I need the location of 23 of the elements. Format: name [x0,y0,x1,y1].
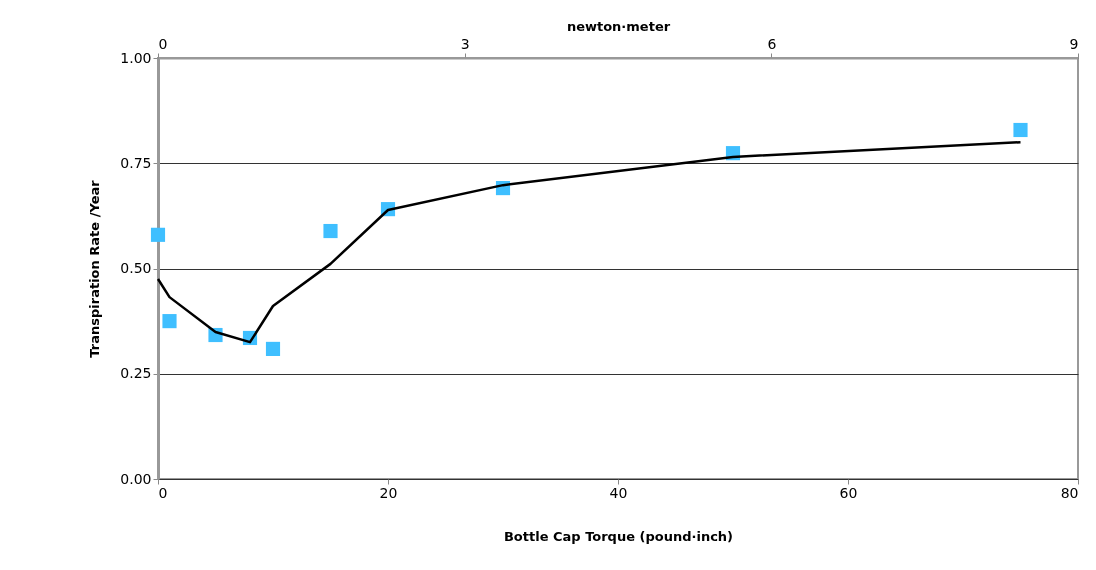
x2-tick-label: 9 [1069,35,1079,52]
line-series [156,140,1022,344]
point [150,227,166,242]
x2-tick-label: 0 [158,35,168,52]
x-tick-label: 80 [1060,484,1079,501]
y-axis-title: Transpiration Rate /Year [87,179,103,358]
x-tick-label: 20 [379,484,398,501]
x2-tick-label: 6 [767,35,777,52]
y-tick-label: 0.00 [120,470,152,487]
point [323,223,338,239]
point [162,314,177,329]
y-tick-label: 0.75 [120,154,152,171]
y-tick-label: 1.00 [120,49,152,66]
x-tick-label: 60 [839,484,858,501]
point [265,341,281,356]
y-tick-label: 0.25 [120,365,152,382]
x-tick-label: 40 [609,484,628,501]
x-axis-title: Bottle Cap Torque (pound·inch) [503,528,734,544]
y-tick-label: 0.50 [120,260,152,276]
point [1013,122,1028,138]
x-tick-label: 0 [158,484,168,501]
x2-axis-title: newton·meter [566,18,671,34]
x2-tick-label: 3 [460,35,470,52]
